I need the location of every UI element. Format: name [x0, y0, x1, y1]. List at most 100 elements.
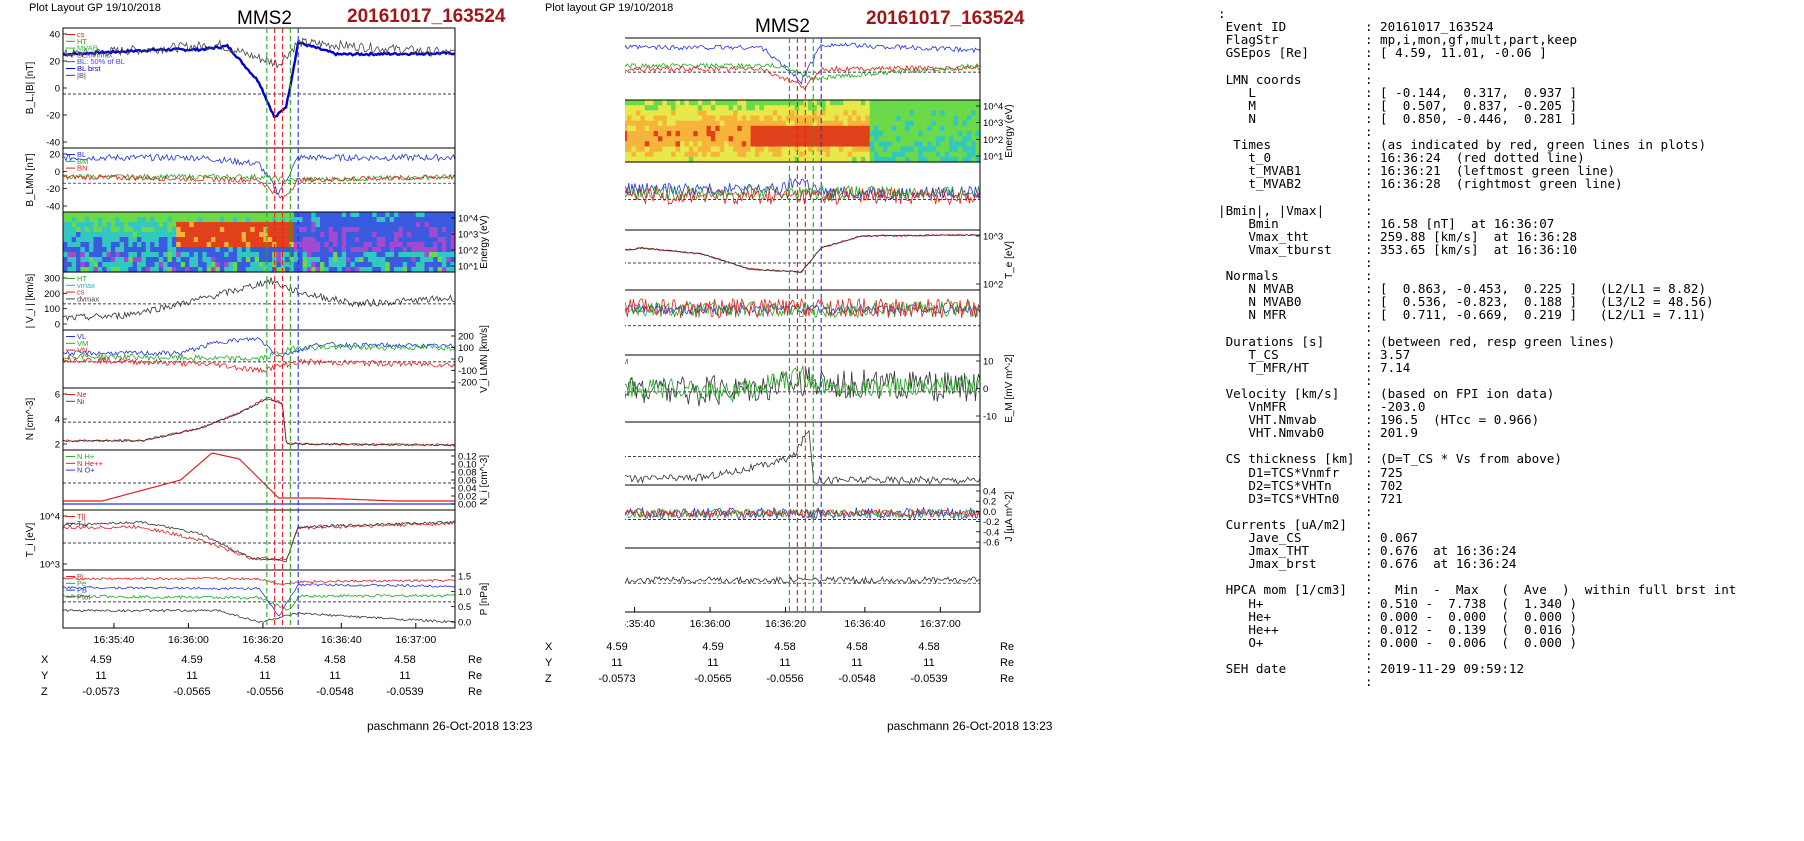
- y-tick-label: 40: [49, 30, 60, 41]
- legend-entry: Ne: [77, 390, 87, 399]
- y-tick-label: 0: [983, 384, 988, 395]
- y-tick-label: 300: [44, 274, 60, 285]
- info-colon: :: [1365, 84, 1373, 100]
- x-tick-label: 16:37:00: [395, 634, 436, 646]
- coord-value: 11: [95, 670, 107, 682]
- series-cs: [62, 40, 456, 119]
- figure-2: Plot layout GP 19/10/2018 MMS2 20161017_…: [545, 0, 1135, 841]
- y-axis-label: T_e [eV]: [1004, 241, 1015, 279]
- info-colon: :: [1365, 320, 1373, 336]
- series-ptot: [62, 608, 456, 624]
- info-colon: :: [1365, 595, 1373, 611]
- series-vn: [62, 355, 456, 374]
- info-colon: :: [1365, 385, 1373, 401]
- series-bl: [62, 153, 456, 195]
- panel-7: 0.60.40.2|J| [µA m^-2]|J|: [625, 421, 981, 486]
- y-tick-label: 2: [55, 440, 60, 451]
- series-j-e-: [625, 575, 981, 585]
- info-colon: :: [1365, 399, 1373, 414]
- coord-value: 4.59: [702, 641, 724, 653]
- legend-entry: VM: [77, 339, 88, 348]
- info-colon: :: [1365, 464, 1373, 480]
- info-value: 16.58 [nT] at 16:36:07: [1380, 215, 1555, 231]
- coord-value: 4.59: [90, 654, 112, 666]
- y-tick-label: 0.0: [458, 618, 471, 629]
- y-tick-label: -0.2: [983, 517, 999, 528]
- info-value: 0.012 - 0.139 ( 0.016 ): [1380, 621, 1578, 637]
- coord-value: -0.0565: [173, 686, 211, 698]
- info-key: HPCA mom [1/cm3]: [1218, 582, 1347, 598]
- panel-4: 10^310^2T_e [eV]T||T: [625, 229, 1015, 291]
- y-tick-label: 10^4: [40, 512, 60, 523]
- info-colon: :: [1365, 307, 1373, 323]
- y-tick-label: 0: [55, 84, 60, 95]
- y-tick-label: 0.10: [458, 460, 477, 471]
- y-tick-label: 100: [44, 304, 60, 315]
- figure-1: Plot Layout GP 19/10/2018 MMS2 20161017_…: [25, 0, 560, 841]
- info-value: 353.65 [km/s] at 16:36:10: [1380, 241, 1578, 257]
- series-bn: [62, 173, 456, 201]
- legend-entry: HT: [77, 37, 87, 46]
- info-key: Velocity [km/s]: [1218, 385, 1340, 401]
- coord-value: 4.59: [181, 654, 203, 666]
- event-id-title: 20161017_163524: [866, 8, 1025, 29]
- coord-row-label: Y: [545, 657, 553, 669]
- y-tick-label: 10^2: [983, 280, 1003, 291]
- legend-entry: dvmax: [77, 294, 99, 303]
- info-colon: :: [1365, 189, 1373, 205]
- y-tick-label: -0.6: [983, 538, 999, 549]
- series-ht: [62, 277, 456, 322]
- y-tick-label: 0.02: [458, 492, 477, 503]
- series--vexb-m: [625, 367, 981, 407]
- coord-value: 11: [707, 657, 719, 669]
- coord-row-label: Z: [41, 686, 48, 698]
- info-key: FlagStr: [1218, 32, 1279, 48]
- panel-8: 0.40.20.0-0.2-0.4-0.6J [µA m^-2]JmaxJLJM…: [625, 484, 1015, 549]
- x-tick-label: 16:35:40: [94, 634, 135, 646]
- y-tick-label: 0.12: [458, 452, 477, 463]
- legend-entry: BM: [77, 157, 88, 166]
- y-tick-label: 1.0: [458, 587, 471, 598]
- coord-value: 4.58: [918, 641, 940, 653]
- info-colon: :: [1365, 556, 1373, 572]
- info-key: CS thickness [km]: [1218, 451, 1355, 467]
- x-tick-label: 16:36:40: [321, 634, 362, 646]
- y-tick-label: 10: [983, 357, 994, 368]
- series-t-: [62, 520, 455, 563]
- series-bl: [625, 42, 981, 85]
- figure-2-plot: 200-20-40B_LMN [nT]BLBMBN10^410^310^210^…: [625, 37, 1015, 630]
- footer-credit: paschmann 26-Oct-2018 13:23: [887, 719, 1053, 733]
- energy-spectrogram: [625, 100, 981, 163]
- y-tick-label: 0.00: [458, 500, 477, 511]
- y-axis-label: N [cm^-3]: [25, 398, 36, 441]
- layout-header: Plot layout GP 19/10/2018: [545, 2, 674, 14]
- info-key: H+: [1218, 595, 1264, 611]
- info-colon: :: [1365, 137, 1373, 152]
- info-value: 16:36:28 (rightmost green line): [1380, 176, 1623, 192]
- y-tick-label: -10: [983, 412, 997, 423]
- legend-entry: Ni: [77, 397, 84, 406]
- info-value: mp,i,mon,gf,mult,part,keep: [1380, 32, 1578, 48]
- y-tick-label: -20: [46, 111, 60, 122]
- series-pe: [62, 593, 456, 611]
- coord-value: -0.0548: [316, 686, 354, 698]
- x-tick-label: 16:36:20: [242, 634, 283, 646]
- event-id-title: 20161017_163524: [347, 6, 506, 27]
- info-colon: :: [1365, 45, 1373, 61]
- y-tick-label: 0.04: [458, 484, 477, 495]
- panel-5: 100-10-20-30E_LMN [mV m^-1]ELEMEN: [625, 289, 981, 356]
- panel-7: 0.120.100.080.060.040.020.00 N_i [cm^-3] N…: [62, 449, 490, 511]
- series-ni: [62, 398, 456, 447]
- panel-frame: [625, 421, 981, 486]
- info-key: Jmax_THT: [1218, 543, 1309, 559]
- coord-unit: Re: [468, 670, 483, 682]
- info-key: T_CS: [1218, 346, 1279, 362]
- y-axis-label: E_M [mV m^-2]: [1004, 354, 1015, 423]
- y-axis-label: | V_i | [km/s]: [25, 273, 36, 328]
- series-em: [625, 300, 981, 319]
- info-key: N MVAB: [1218, 281, 1294, 297]
- series-ht: [62, 37, 456, 69]
